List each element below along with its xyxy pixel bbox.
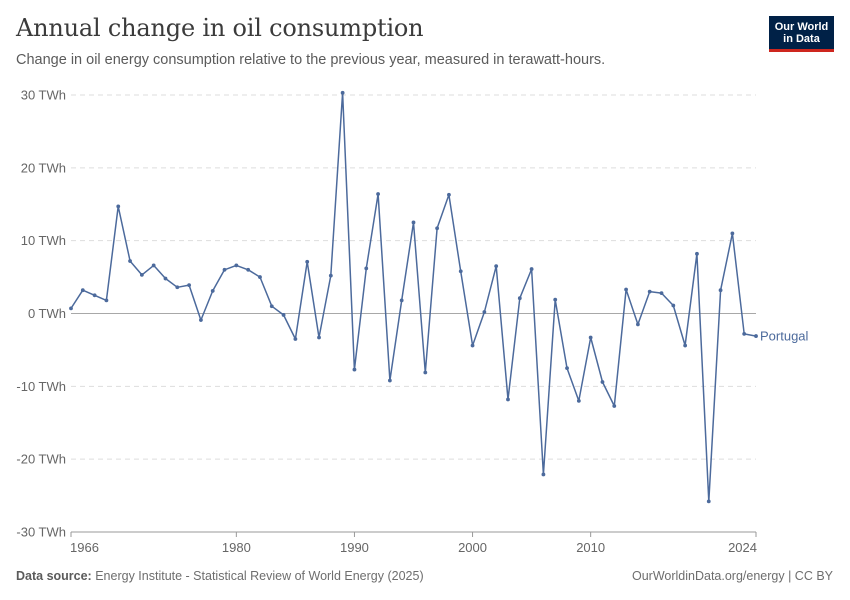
gridlines bbox=[71, 94, 756, 533]
y-tick-label: 10 TWh bbox=[21, 233, 66, 248]
data-point bbox=[718, 288, 723, 293]
data-point bbox=[647, 289, 652, 294]
x-tick-label: 2010 bbox=[576, 540, 605, 555]
data-point bbox=[210, 289, 215, 293]
x-axis: 1966 1980 1990 2000 2010 2024 bbox=[70, 531, 757, 555]
data-point bbox=[364, 266, 369, 271]
x-tick-label: 1966 bbox=[70, 540, 99, 555]
chart-title: Annual change in oil consumption bbox=[16, 14, 424, 42]
y-tick-label: 20 TWh bbox=[21, 160, 66, 175]
data-point bbox=[234, 263, 239, 268]
data-point bbox=[305, 259, 310, 264]
data-point bbox=[506, 397, 510, 402]
data-point bbox=[352, 367, 357, 372]
data-point bbox=[447, 192, 451, 197]
chart-subtitle: Change in oil energy consumption relativ… bbox=[16, 52, 606, 68]
data-point bbox=[423, 370, 428, 375]
data-point bbox=[151, 263, 156, 268]
data-point bbox=[659, 291, 664, 296]
data-point bbox=[80, 288, 85, 293]
y-tick-label: -10 TWh bbox=[16, 379, 66, 394]
data-point bbox=[317, 335, 321, 340]
data-point bbox=[376, 192, 380, 196]
data-point bbox=[92, 293, 97, 298]
y-tick-label: 0 TWh bbox=[28, 306, 66, 321]
x-tick-label: 2024 bbox=[728, 540, 757, 555]
series-line bbox=[70, 92, 757, 503]
data-point bbox=[553, 297, 558, 302]
data-point bbox=[199, 318, 203, 322]
data-point bbox=[742, 331, 747, 336]
data-point bbox=[576, 399, 581, 403]
data-point bbox=[494, 264, 499, 269]
data-point bbox=[458, 269, 463, 274]
data-point bbox=[482, 310, 487, 314]
owid-logo[interactable]: Our World in Data bbox=[769, 16, 834, 52]
data-point bbox=[517, 296, 522, 301]
y-tick-label: -30 TWh bbox=[16, 525, 66, 540]
data-point bbox=[222, 267, 227, 272]
data-point bbox=[69, 306, 73, 311]
data-point bbox=[116, 204, 121, 209]
x-tick-label: 2000 bbox=[458, 540, 487, 555]
x-tick-label: 1990 bbox=[340, 540, 369, 555]
data-point bbox=[435, 226, 440, 231]
data-point bbox=[128, 259, 132, 263]
data-point bbox=[139, 272, 144, 277]
data-point bbox=[340, 90, 345, 95]
data-point bbox=[470, 343, 475, 348]
x-tick-label: 1980 bbox=[222, 540, 251, 555]
data-point bbox=[612, 404, 617, 408]
data-point bbox=[293, 337, 298, 341]
data-point bbox=[104, 298, 109, 303]
data-point bbox=[258, 275, 262, 279]
y-tick-label: 30 TWh bbox=[21, 88, 66, 103]
data-point bbox=[187, 283, 192, 287]
data-source-link[interactable]: Energy Institute - Statistical Review of… bbox=[95, 569, 424, 583]
data-point bbox=[328, 273, 333, 278]
data-point bbox=[163, 276, 168, 281]
series-label: Portugal bbox=[760, 329, 809, 344]
logo-line-2: in Data bbox=[783, 33, 820, 45]
data-point bbox=[399, 298, 404, 303]
data-point bbox=[671, 303, 676, 308]
data-source: Data source: Energy Institute - Statisti… bbox=[16, 569, 424, 583]
data-point bbox=[588, 335, 593, 340]
data-point bbox=[624, 287, 628, 292]
data-point bbox=[600, 380, 605, 384]
data-point bbox=[175, 285, 180, 290]
data-point bbox=[565, 366, 569, 371]
data-point bbox=[246, 267, 251, 272]
series-portugal: Portugal bbox=[69, 90, 809, 504]
data-point bbox=[541, 472, 546, 477]
logo-line-1: Our World bbox=[774, 21, 829, 33]
license-link[interactable]: OurWorldinData.org/energy | CC BY bbox=[631, 569, 833, 583]
data-point bbox=[411, 220, 416, 225]
y-tick-label: -20 TWh bbox=[16, 452, 66, 467]
data-point bbox=[635, 322, 640, 327]
data-point bbox=[730, 231, 735, 236]
data-source-label: Data source: bbox=[16, 569, 92, 583]
data-point bbox=[754, 334, 758, 338]
y-axis-tick-labels: 30 TWh 20 TWh 10 TWh 0 TWh -10 TWh -20 TWh -30… bbox=[16, 88, 66, 540]
data-point bbox=[529, 267, 534, 271]
data-point bbox=[695, 251, 699, 256]
data-point bbox=[706, 499, 711, 504]
data-point bbox=[269, 304, 274, 309]
data-point bbox=[281, 313, 286, 317]
data-point bbox=[387, 378, 392, 383]
data-point bbox=[683, 343, 688, 348]
